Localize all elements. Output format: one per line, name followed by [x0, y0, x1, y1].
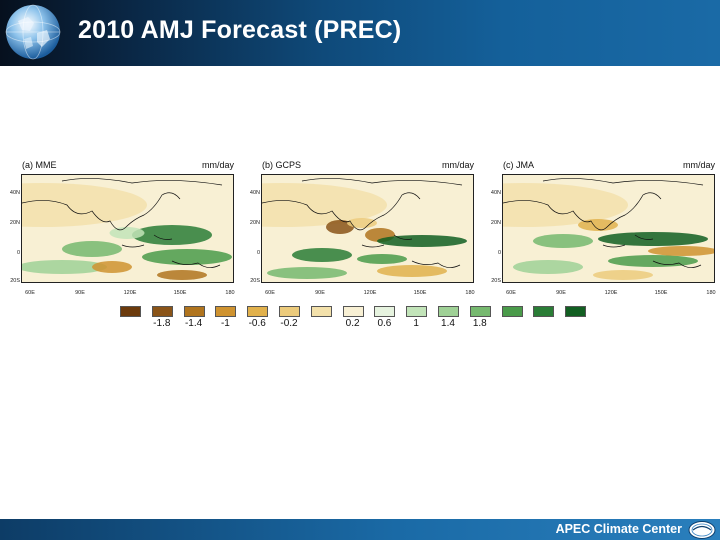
colorbar-tick-label: -1: [220, 318, 230, 329]
latitude-tick-label: 20S: [10, 278, 20, 284]
longitude-tick-label: 60E: [265, 290, 275, 296]
longitude-tick-label: 60E: [506, 290, 516, 296]
colorbar-swatch: [215, 306, 237, 317]
anomaly-region: [648, 246, 714, 256]
header-bar: 2010 AMJ Forecast (PREC): [0, 0, 720, 66]
apcc-logo-icon: [688, 521, 716, 539]
colorbar-swatch: [310, 306, 332, 317]
colorbar-tick-label: -0.2: [280, 318, 298, 329]
anomaly-region: [503, 183, 628, 227]
colorbar-swatch: [501, 306, 523, 317]
page-title: 2010 AMJ Forecast (PREC): [78, 16, 402, 44]
latitude-tick-label: 0: [497, 250, 501, 256]
longitude-tick-label: 90E: [556, 290, 566, 296]
longitude-tick-label: 180: [706, 290, 716, 296]
anomaly-region: [267, 267, 347, 279]
footer-bar: APEC Climate Center: [0, 519, 720, 540]
longitude-tick-label: 120E: [604, 290, 618, 296]
anomaly-region: [142, 249, 232, 265]
coastline: [503, 178, 704, 268]
latitude-tick-label: 20S: [491, 278, 501, 284]
panel-title: (c) JMA: [503, 160, 534, 170]
anomaly-region: [347, 218, 377, 228]
anomaly-region: [262, 183, 387, 227]
anomaly-region: [109, 227, 145, 239]
longitude-tick-label: 90E: [315, 290, 325, 296]
latitude-tick-label: 40N: [249, 190, 260, 196]
colorbar-tick-label: 0.2: [345, 318, 360, 329]
longitude-tick-label: 120E: [363, 290, 377, 296]
globe-icon: [5, 4, 61, 60]
colorbar-tick-label: 0.6: [377, 318, 392, 329]
coastline: [262, 178, 463, 268]
colorbar-swatch: [247, 306, 269, 317]
longitude-tick-label: 150E: [173, 290, 187, 296]
colorbar-swatch: [438, 306, 459, 317]
colorbar-swatch: [406, 306, 428, 317]
map-panel-mme: (a) MME mm/day 40N 20N 0 20S 60E 90E 120E 150E 180: [0, 150, 240, 310]
panel-unit: mm/day: [441, 160, 474, 170]
anomaly-region: [593, 270, 653, 280]
colorbar-swatch: [120, 306, 141, 317]
panel-unit: mm/day: [682, 160, 715, 170]
anomaly-region: [377, 235, 467, 247]
colorbar-swatch: [151, 306, 173, 317]
panel-title: (a) MME: [22, 160, 57, 170]
precipitation-anomaly-map: [502, 174, 715, 283]
colorbar-swatch: [469, 306, 491, 317]
longitude-tick-label: 120E: [123, 290, 137, 296]
anomaly-region: [326, 220, 354, 234]
latitude-tick-label: 20N: [249, 220, 260, 226]
colorbar-tick-label: -0.6: [248, 318, 266, 329]
anomaly-region: [513, 260, 583, 274]
latitude-tick-label: 20N: [490, 220, 501, 226]
colorbar-swatch: [279, 306, 300, 317]
anomaly-region: [22, 183, 147, 227]
precipitation-anomaly-map: [261, 174, 474, 283]
anomaly-region: [62, 241, 122, 257]
anomaly-region: [92, 261, 132, 273]
anomaly-region: [533, 234, 593, 248]
latitude-tick-label: 40N: [9, 190, 20, 196]
longitude-tick-label: 150E: [413, 290, 427, 296]
colorbar-swatch: [374, 306, 396, 317]
colorbar-legend: -1.8 -1.4 -1 -0.6 -0.2 0.2 0.6 1 1.4 1.8: [120, 306, 601, 337]
coastline: [22, 178, 223, 268]
anomaly-region: [22, 260, 107, 274]
colorbar-swatch: [342, 306, 364, 317]
colorbar-swatch: [533, 306, 555, 317]
map-panel-jma: (c) JMA mm/day 40N 20N 0 20S 60E 90E 120E 150E 180: [481, 150, 720, 310]
precipitation-anomaly-map: [21, 174, 234, 283]
longitude-tick-label: 150E: [654, 290, 668, 296]
latitude-tick-label: 40N: [490, 190, 501, 196]
longitude-tick-label: 90E: [75, 290, 85, 296]
anomaly-region: [132, 225, 212, 245]
colorbar-tick-label: -1.8: [153, 318, 171, 329]
longitude-tick-label: 180: [465, 290, 475, 296]
colorbar-swatch: [183, 306, 205, 317]
colorbar-tick-label: 1: [413, 318, 419, 329]
colorbar-tick-label: 1.4: [441, 318, 455, 329]
longitude-tick-label: 180: [225, 290, 235, 296]
anomaly-region: [292, 248, 352, 262]
longitude-tick-label: 60E: [25, 290, 35, 296]
panel-title: (b) GCPS: [262, 160, 302, 170]
anomaly-region: [377, 265, 447, 277]
map-panel-gcps: (b) GCPS mm/day 40N 20N 0 20S 60E 90E 120E 150E 18…: [240, 150, 480, 310]
latitude-tick-label: 0: [256, 250, 260, 256]
anomaly-region: [157, 270, 207, 280]
colorbar-tick-label: -1.4: [184, 318, 203, 329]
colorbar-tick-label: 1.8: [472, 318, 487, 329]
latitude-tick-label: 0: [16, 250, 20, 256]
latitude-tick-label: 20N: [9, 220, 20, 226]
latitude-tick-label: 20S: [250, 278, 260, 284]
forecast-figure: (a) MME mm/day 40N 20N 0 20S 60E 90E 120E 150E 180…: [0, 150, 720, 340]
panel-unit: mm/day: [201, 160, 234, 170]
colorbar-swatch: [565, 306, 587, 317]
footer-org-name: APEC Climate Center: [555, 522, 682, 536]
anomaly-region: [357, 254, 407, 264]
